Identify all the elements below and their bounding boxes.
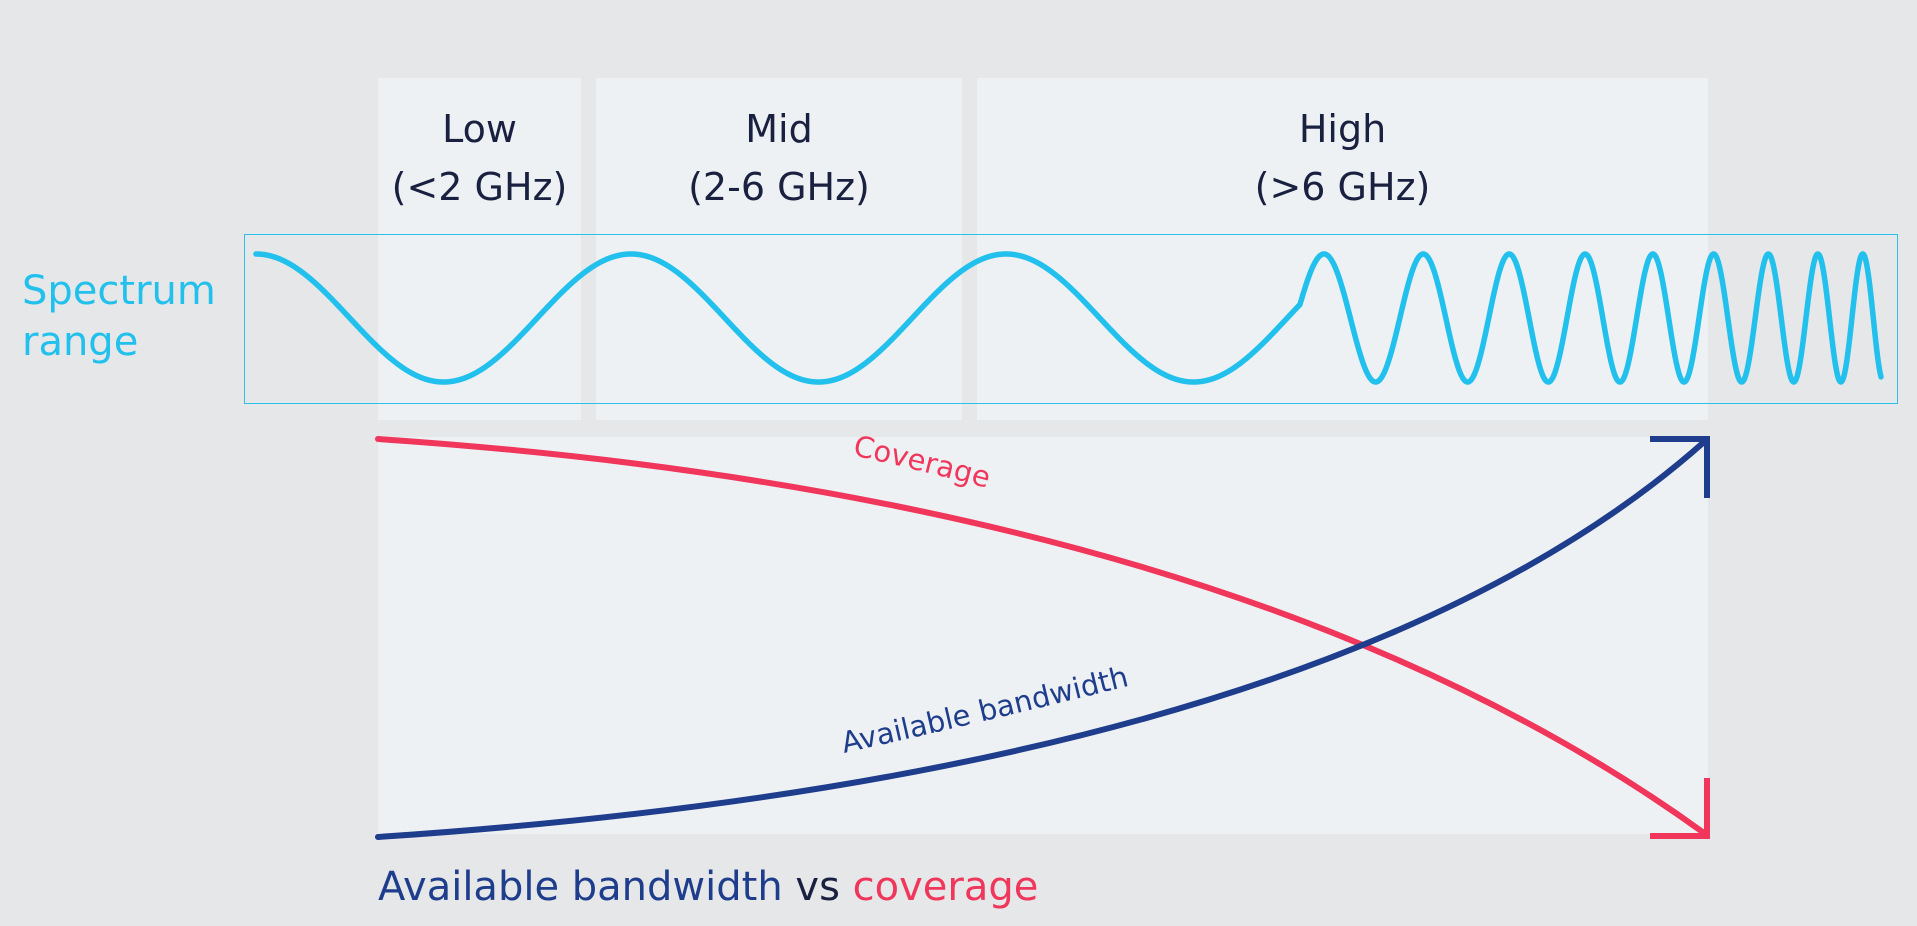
coverage-curve — [375, 436, 1707, 836]
diagram-caption: Available bandwidth vs coverage — [378, 860, 1038, 914]
bandwidth-curve — [375, 439, 1707, 840]
mid-band-label: Mid (2-6 GHz) — [596, 100, 962, 216]
caption-bandwidth: Available bandwidth — [378, 864, 783, 910]
low-band-panel — [378, 78, 581, 420]
low-band-name: Low — [442, 107, 517, 151]
caption-coverage: coverage — [852, 864, 1039, 910]
high-band-label: High (>6 GHz) — [977, 100, 1708, 216]
spectrum-range-label: Spectrum range — [22, 266, 216, 368]
low-band-label: Low (<2 GHz) — [378, 100, 581, 216]
bandwidth-curve-label: Available bandwidth — [838, 659, 1131, 759]
caption-vs: vs — [795, 864, 840, 910]
mid-band-range: (2-6 GHz) — [688, 165, 870, 209]
high-band-range: (>6 GHz) — [1254, 165, 1431, 209]
spectrum-label-line2: range — [22, 319, 139, 365]
coverage-curve-label: Coverage — [851, 429, 995, 495]
tradeoff-panel — [378, 437, 1708, 834]
spectrum-wave — [253, 251, 1884, 385]
mid-band-panel — [596, 78, 962, 420]
high-band-panel — [977, 78, 1708, 420]
spectrum-label-line1: Spectrum — [22, 268, 216, 314]
mid-band-name: Mid — [745, 107, 813, 151]
spectrum-box — [244, 234, 1898, 404]
high-band-name: High — [1298, 107, 1387, 151]
bandwidth-arrowhead — [1650, 436, 1710, 498]
coverage-arrowhead — [1650, 778, 1710, 839]
low-band-range: (<2 GHz) — [391, 165, 568, 209]
